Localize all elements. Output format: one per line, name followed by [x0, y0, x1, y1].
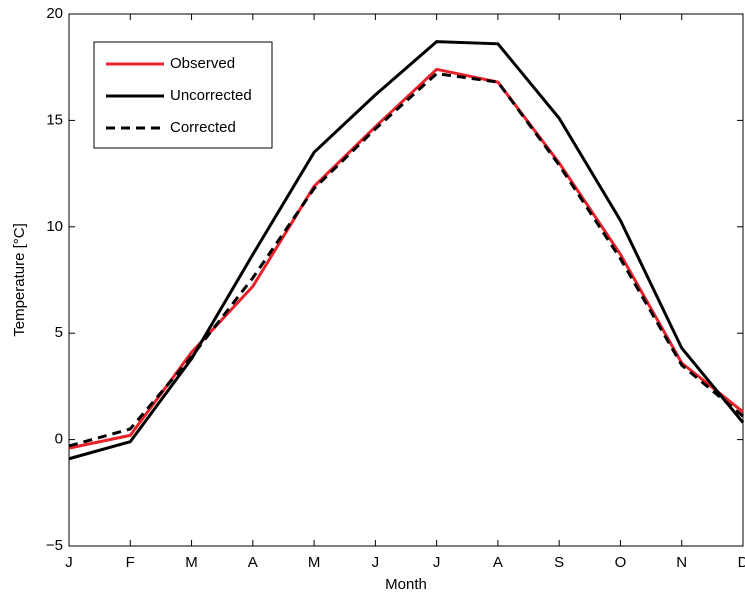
x-tick-label: S	[554, 554, 564, 571]
y-tick-label: 20	[46, 5, 63, 22]
x-tick-label: M	[308, 554, 321, 571]
x-tick-label: J	[372, 554, 380, 571]
series-line	[68, 67, 744, 450]
x-tick-label: O	[615, 554, 627, 571]
x-tick-label: M	[185, 554, 198, 571]
x-tick-label: A	[493, 554, 503, 571]
x-tick-label: D	[738, 554, 745, 571]
y-tick-label: 5	[55, 324, 63, 341]
y-tick-label: −5	[46, 537, 63, 554]
plot-frame	[68, 13, 744, 547]
y-axis-label: Temperature [°C]	[11, 223, 28, 337]
y-tick-label: 15	[46, 111, 63, 128]
x-axis-label: Month	[385, 576, 427, 593]
series-line	[68, 72, 744, 448]
legend-label: Uncorrected	[170, 87, 252, 104]
legend-label: Observed	[170, 55, 235, 72]
y-tick-label: 10	[46, 218, 63, 235]
x-tick-label: N	[676, 554, 687, 571]
legend-label: Corrected	[170, 119, 236, 136]
y-tick-label: 0	[55, 431, 63, 448]
x-tick-label: J	[433, 554, 441, 571]
x-tick-label: A	[248, 554, 258, 571]
x-tick-label: J	[65, 554, 73, 571]
series-line	[68, 40, 745, 461]
x-tick-label: F	[126, 554, 135, 571]
